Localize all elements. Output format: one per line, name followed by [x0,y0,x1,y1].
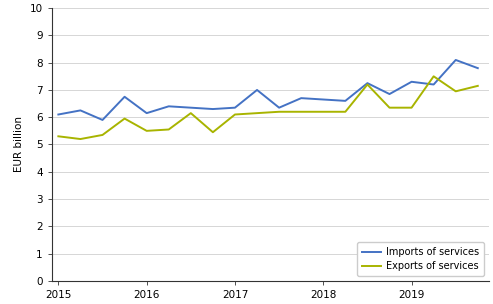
Imports of services [453,58,458,62]
Y-axis label: EUR billion: EUR billion [14,116,24,172]
Exports of services [387,106,392,109]
Exports of services [100,133,106,137]
Imports of services [188,106,194,109]
Exports of services [254,111,260,115]
Exports of services [320,110,326,114]
Imports of services [232,106,238,109]
Imports of services [475,66,481,70]
Imports of services [320,98,326,101]
Exports of services [298,110,304,114]
Legend: Imports of services, Exports of services: Imports of services, Exports of services [357,242,484,276]
Line: Exports of services: Exports of services [58,76,478,139]
Imports of services [166,105,172,108]
Imports of services [276,106,282,109]
Imports of services [122,95,128,98]
Exports of services [276,110,282,114]
Exports of services [166,128,172,131]
Exports of services [143,129,149,133]
Imports of services [364,81,370,85]
Imports of services [431,83,437,86]
Line: Imports of services: Imports of services [58,60,478,120]
Imports of services [387,92,392,96]
Imports of services [143,111,149,115]
Imports of services [77,109,83,112]
Exports of services [188,111,194,115]
Imports of services [254,88,260,92]
Exports of services [77,137,83,141]
Imports of services [342,99,348,103]
Imports of services [210,107,216,111]
Exports of services [232,113,238,116]
Exports of services [409,106,415,109]
Imports of services [100,118,106,122]
Imports of services [409,80,415,84]
Exports of services [342,110,348,114]
Exports of services [364,83,370,86]
Exports of services [210,130,216,134]
Exports of services [475,84,481,88]
Imports of services [55,113,61,116]
Exports of services [453,89,458,93]
Exports of services [431,74,437,78]
Exports of services [55,134,61,138]
Exports of services [122,117,128,120]
Imports of services [298,96,304,100]
